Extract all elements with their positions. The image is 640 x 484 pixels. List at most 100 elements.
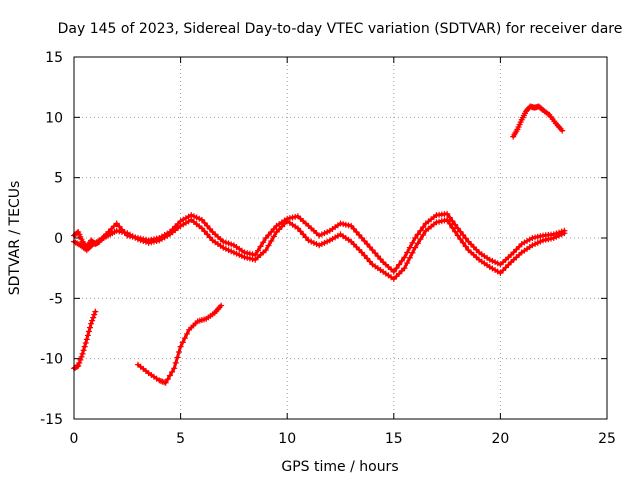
data-point [396,270,403,277]
data-point [420,224,427,231]
data-point [358,249,365,256]
data-point [220,238,227,245]
data-point [294,225,301,232]
data-point [268,228,275,235]
data-point [190,213,197,220]
data-point [364,241,371,248]
data-point [148,239,155,246]
data-point [321,230,328,237]
data-point [228,241,235,248]
data-point [137,237,144,244]
data-point [254,247,261,254]
data-point [406,254,413,261]
data-point [417,227,424,234]
x-tick-label: 15 [385,431,403,447]
data-point [206,225,213,232]
data-point [310,239,317,246]
data-point [121,229,128,236]
data-point [81,343,88,350]
x-tick-label: 10 [278,431,296,447]
data-point [113,227,120,234]
data-point [356,231,363,238]
data-point [246,255,253,262]
data-point [171,365,178,372]
data-point [222,239,229,246]
data-point [470,244,477,251]
data-point [172,359,179,366]
series-track-d [134,302,225,386]
data-point [82,339,89,346]
y-tick-label: -10 [40,352,63,368]
data-point [90,314,97,321]
data-point [361,238,368,245]
plot-frame [73,56,608,420]
data-point [497,269,504,276]
data-point [300,231,307,238]
data-point [409,239,416,246]
data-point [441,217,448,224]
data-point [230,249,237,256]
data-point [324,228,331,235]
data-point [534,233,541,240]
data-point [85,328,92,335]
data-point [140,238,147,245]
data-point [164,376,171,383]
data-point [540,237,547,244]
data-point [196,215,203,222]
data-point [393,273,400,280]
data-point [548,235,555,242]
data-point [249,256,256,263]
data-point [201,228,208,235]
data-point [316,242,323,249]
data-point [393,265,400,272]
data-point [313,241,320,248]
data-point [270,233,277,240]
data-point [556,232,563,239]
data-point [166,372,173,379]
data-point [529,242,536,249]
data-point [452,221,459,228]
data-point [420,231,427,238]
series-track-b [71,216,568,283]
data-point [559,127,566,134]
y-tick-label: 15 [45,50,63,66]
data-point [218,302,225,309]
data-point [270,225,277,232]
data-point [118,228,125,235]
data-point [457,236,464,243]
data-point [265,231,272,238]
x-tick-label: 5 [176,431,185,447]
data-point [545,236,552,243]
data-point [404,249,411,256]
data-point [225,247,232,254]
data-point [292,213,299,220]
data-point [83,336,90,343]
data-point [342,221,349,228]
data-point [80,347,87,354]
data-point [436,218,443,225]
data-point [89,317,96,324]
data-point [257,243,264,250]
data-point [177,343,184,350]
data-point [438,218,445,225]
series-track-e [510,103,566,140]
data-point [316,232,323,239]
data-point [446,220,453,227]
data-point [318,241,325,248]
data-point [88,320,95,327]
data-point [91,311,98,318]
data-point [265,242,272,249]
y-axis-label: SDTVAR / TECUs [7,181,23,296]
data-point [361,252,368,259]
data-point [262,247,269,254]
data-point [500,267,507,274]
data-point [244,254,251,261]
data-point [454,225,461,232]
data-point [412,244,419,251]
data-point [174,354,181,361]
y-tick-label: 5 [54,171,63,187]
data-point [433,219,440,226]
data-point [337,220,344,227]
